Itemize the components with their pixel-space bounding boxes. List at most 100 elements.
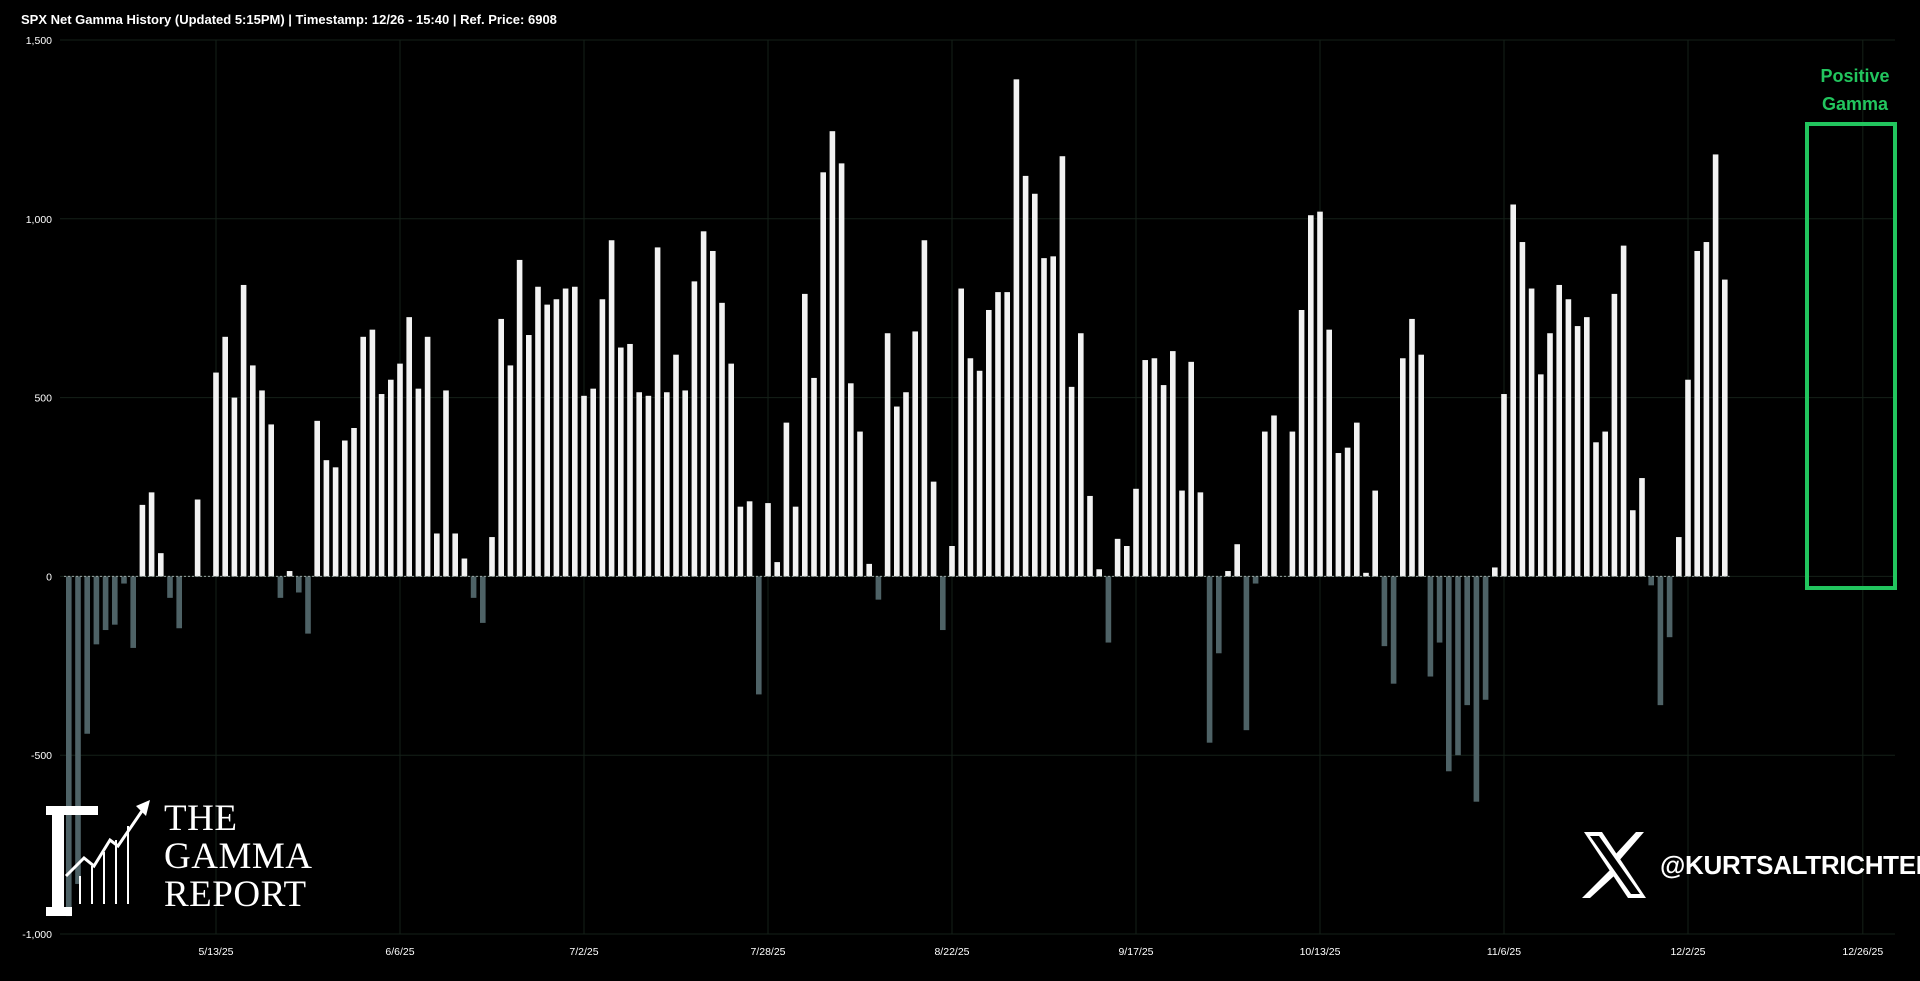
bar-positive (1289, 431, 1296, 577)
bar-negative (102, 576, 109, 631)
bar-positive (434, 533, 440, 577)
bar-positive (581, 395, 587, 577)
bar-negative (1455, 576, 1461, 756)
bar-positive (1068, 386, 1075, 577)
bar-positive (737, 506, 744, 577)
bar-positive (1565, 299, 1572, 577)
bar-positive (369, 329, 376, 577)
bar-positive (1400, 358, 1406, 577)
bar-negative (1252, 576, 1259, 584)
bar-positive (194, 499, 201, 577)
bar-positive (967, 358, 974, 577)
bar-positive (921, 240, 928, 577)
bar-negative (1666, 576, 1673, 638)
bar-positive (1639, 478, 1645, 577)
bar-negative (875, 576, 882, 600)
bar-positive (1188, 361, 1194, 577)
bar-negative (1427, 576, 1434, 677)
y-tick-label: 500 (34, 393, 52, 405)
bar-positive (673, 354, 679, 577)
bar-positive (1013, 79, 1020, 577)
bar-positive (562, 288, 569, 577)
bar-negative (1482, 576, 1489, 700)
bar-positive (498, 318, 504, 577)
bar-positive (1179, 490, 1185, 577)
bar-positive (158, 553, 164, 577)
bar-positive (930, 481, 937, 577)
bar-positive (1124, 546, 1130, 577)
bar-positive (1694, 250, 1700, 577)
bar-positive (1032, 193, 1038, 577)
bar-positive (351, 427, 357, 577)
bar-positive (360, 336, 366, 577)
bar-positive (838, 163, 845, 577)
bar-negative (1473, 576, 1480, 802)
bar-positive (691, 281, 698, 577)
bar-positive (1630, 510, 1636, 577)
bar-positive (1620, 245, 1627, 577)
x-handle: @KURTSALTRICHTER (1580, 830, 1920, 900)
x-tick-label: 6/6/25 (385, 946, 414, 958)
bar-negative (167, 576, 173, 598)
bar-positive (489, 537, 495, 577)
x-handle-text: @KURTSALTRICHTER (1660, 849, 1920, 880)
x-tick-label: 12/2/25 (1670, 946, 1705, 958)
bar-positive (516, 259, 523, 577)
bar-negative (93, 576, 100, 645)
bar-positive (1050, 256, 1056, 577)
bar-positive (664, 392, 670, 577)
x-tick-label: 8/22/25 (934, 946, 969, 958)
bar-positive (213, 372, 219, 577)
bar-positive (1712, 154, 1719, 577)
bar-negative (470, 576, 477, 598)
x-logo-icon (1582, 832, 1646, 898)
bar-positive (719, 302, 725, 577)
bar-positive (783, 422, 790, 577)
bar-positive (1722, 279, 1728, 577)
bar-positive (866, 563, 872, 577)
bar-positive (976, 370, 983, 577)
bar-positive (636, 392, 642, 577)
y-axis: -1,000 -500 0 500 1,000 1,500 (22, 35, 52, 941)
bar-positive (526, 335, 532, 577)
bar-positive (535, 286, 541, 577)
bar-positive (958, 288, 964, 577)
bar-positive (802, 293, 808, 577)
bar-negative (75, 576, 81, 884)
x-tick-label: 10/13/25 (1300, 946, 1341, 958)
bar-positive (1538, 374, 1544, 577)
y-tick-label: 1,000 (26, 214, 52, 226)
bar-positive (1528, 288, 1535, 577)
x-tick-label: 9/17/25 (1118, 946, 1153, 958)
x-tick-label: 12/26/25 (1842, 946, 1883, 958)
bar-positive (682, 390, 688, 577)
bar-negative (1648, 576, 1654, 586)
gamma-logo-icon (46, 800, 150, 916)
bar-positive (1611, 293, 1618, 577)
bar-positive (572, 286, 578, 577)
bar-positive (618, 347, 624, 577)
bar-positive (332, 467, 339, 577)
bar-positive (553, 299, 560, 577)
bar-positive (1160, 385, 1167, 577)
bar-negative (176, 576, 182, 629)
bar-negative (66, 576, 72, 917)
chart-title: SPX Net Gamma History (Updated 5:15PM) |… (21, 12, 557, 27)
bar-positive (286, 571, 293, 577)
bar-positive (1510, 204, 1516, 577)
bar-positive (1326, 329, 1332, 577)
bar-positive (452, 533, 458, 577)
bar-negative (121, 576, 127, 584)
bar-positive (1354, 422, 1360, 577)
bar-positive (1703, 242, 1710, 577)
bar-negative (1381, 576, 1388, 647)
bar-positive (314, 420, 320, 577)
bar-positive (378, 394, 385, 577)
bar-positive (1556, 284, 1562, 577)
bar-positive (1096, 569, 1102, 577)
x-axis: 5/13/25 6/6/25 7/2/25 7/28/25 8/22/25 9/17/25… (198, 946, 1883, 958)
bar-positive (848, 383, 854, 577)
bar-negative (756, 576, 762, 695)
bar-negative (1243, 576, 1250, 731)
